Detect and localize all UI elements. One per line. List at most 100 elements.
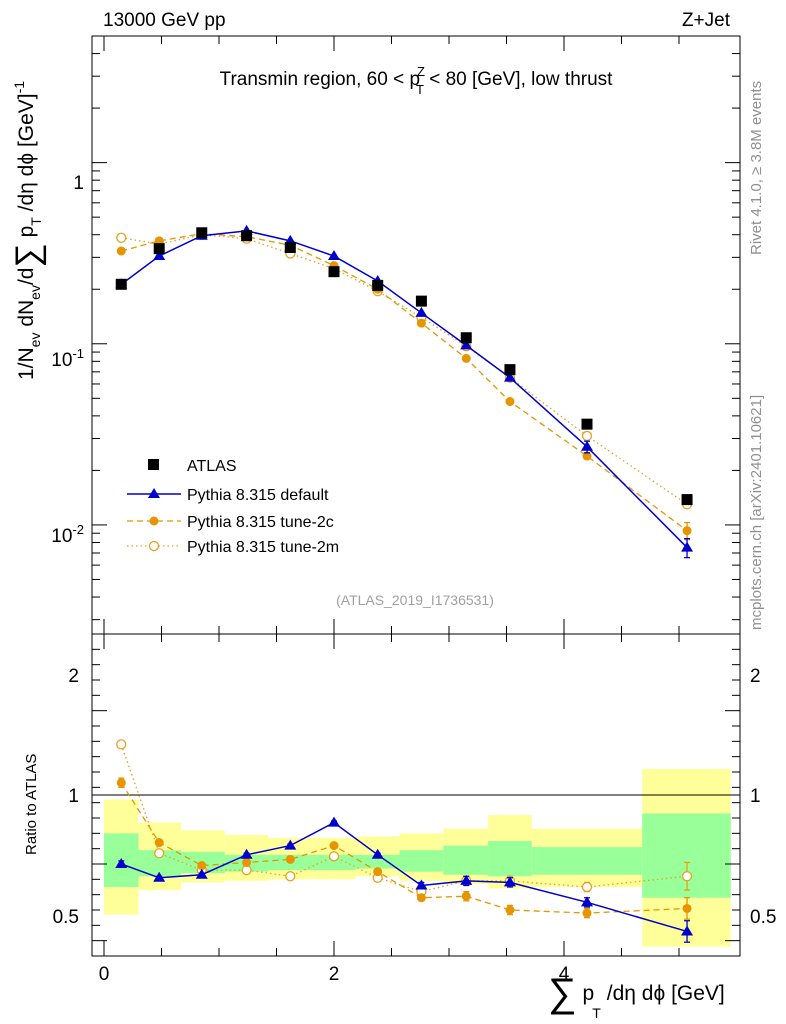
ratio-tune2c-point xyxy=(373,867,383,877)
legend: ATLAS Pythia 8.315 default Pythia 8.315 … xyxy=(127,458,339,556)
ratio-tune2m-point xyxy=(241,864,252,876)
ratio-tune2c-point xyxy=(461,891,471,901)
analysis-watermark: (ATLAS_2019_I1736531) xyxy=(336,592,494,608)
ratio-ytick-label-2: 2 xyxy=(68,666,79,687)
ratio-tune2c-point xyxy=(242,857,252,867)
ratio-default-point xyxy=(681,925,694,936)
ratio-default-point xyxy=(153,871,166,882)
main-default-point xyxy=(415,306,428,317)
ratio-default-point xyxy=(240,848,253,859)
ratio-tune2c-point xyxy=(416,893,426,903)
main-default-point xyxy=(153,250,166,261)
main-tune2c-point xyxy=(682,526,692,536)
main-atlas-point xyxy=(115,278,127,290)
side-label-bottom: mcplots.cern.ch [arXiv:2401.10621] xyxy=(748,395,765,630)
ratio-tune2c-point xyxy=(116,778,126,788)
main-series-group xyxy=(115,224,694,559)
main-default-point xyxy=(581,440,593,451)
ratio-tune2m-point xyxy=(581,881,593,893)
ratio-band-green xyxy=(531,847,643,875)
main-atlas-point xyxy=(328,266,340,278)
main-tune2c-point xyxy=(505,397,515,407)
ytick-label-1e-1: 10-1 xyxy=(51,346,84,371)
ratio-ytick-right-label-0-5: 0.5 xyxy=(750,907,776,928)
main-default-line xyxy=(120,230,688,549)
ratio-ytick-label-0-5: 0.5 xyxy=(53,907,79,928)
main-tune2m-point xyxy=(581,430,593,442)
ratio-ytick-right-label-2: 2 xyxy=(750,666,761,687)
ratio-tune2c-point xyxy=(505,905,515,915)
main-atlas-point xyxy=(504,364,516,376)
ratio-default-line xyxy=(120,821,688,933)
ratio-tune2c-point xyxy=(682,903,692,913)
ratio-tune2c-point xyxy=(154,838,164,848)
main-tune2m-point xyxy=(116,232,127,243)
legend-label-tune2c: Pythia 8.315 tune-2c xyxy=(187,514,334,531)
ratio-default-point xyxy=(284,839,297,850)
legend-marker-tune2c xyxy=(149,516,159,526)
ratio-panel: 2 1 0.5 2 1 0.5 Ratio to ATLAS 0 2 4 ∑ p T… xyxy=(23,633,776,1021)
main-tune2c-point xyxy=(116,246,126,256)
ratio-tune2m-line xyxy=(120,744,688,893)
main-atlas-point xyxy=(153,243,165,255)
ratio-band-green xyxy=(399,850,444,872)
main-atlas-point xyxy=(196,227,208,239)
main-ylabel: 1/Nev dNev/d∑ pT /dη dϕ [GeV]-1 xyxy=(9,81,47,380)
main-tune2c-point xyxy=(461,353,471,363)
ratio-band-green xyxy=(312,854,356,871)
main-atlas-point xyxy=(460,332,472,344)
ratio-default-point xyxy=(115,858,128,868)
main-default-point xyxy=(328,250,340,261)
legend-label-tune2m: Pythia 8.315 tune-2m xyxy=(187,539,339,556)
xlabel: ∑ p T/dη dϕ [GeV] xyxy=(548,971,725,1021)
ratio-series-group xyxy=(115,739,694,943)
ratio-tune2c-point xyxy=(329,841,339,851)
main-tune2c-point xyxy=(416,318,426,328)
xtick-label-0: 0 xyxy=(99,964,110,985)
legend-label-default: Pythia 8.315 default xyxy=(187,487,329,504)
ratio-default-point xyxy=(371,848,384,859)
ratio-ytick-right-label-1: 1 xyxy=(750,786,761,807)
main-atlas-point xyxy=(415,295,427,307)
ratio-ylabel: Ratio to ATLAS xyxy=(23,754,40,855)
ratio-tune2m-point xyxy=(681,871,693,882)
main-tune2c-point xyxy=(154,236,164,246)
ytick-label-1e-2: 10-2 xyxy=(51,522,84,547)
ratio-tune2m-point xyxy=(328,851,340,862)
main-atlas-point xyxy=(284,241,296,253)
xtick-label-2: 2 xyxy=(329,964,340,985)
ratio-default-point xyxy=(328,816,340,827)
main-tune2c-point xyxy=(582,451,592,461)
main-tune2c-line xyxy=(121,233,688,532)
side-label-top: Rivet 4.1.0, ≥ 3.8M events xyxy=(748,81,765,255)
ratio-default-point xyxy=(581,896,593,907)
main-atlas-point xyxy=(372,279,384,291)
ytick-label-1: 1 xyxy=(73,173,84,194)
main-panel: Transmin region, 60 < pZ T < 80 [GeV], lo… xyxy=(9,35,741,635)
ratio-default-point xyxy=(415,879,428,890)
legend-marker-default xyxy=(148,488,160,498)
legend-marker-tune2m xyxy=(148,540,160,552)
main-title: Transmin region, 60 < pZ T < 80 [GeV], lo… xyxy=(220,64,614,97)
ratio-tune2c-point xyxy=(582,908,592,918)
ratio-tune2m-point xyxy=(154,848,165,859)
main-atlas-point xyxy=(581,418,593,430)
legend-marker-atlas xyxy=(148,459,159,470)
ratio-tune2c-line xyxy=(120,782,688,914)
ratio-axis-ticks xyxy=(92,634,740,956)
ratio-frame xyxy=(91,633,741,957)
ratio-tune2m-point xyxy=(116,739,127,750)
ratio-tune2c-point xyxy=(285,854,295,864)
main-default-point xyxy=(681,541,694,552)
legend-label-atlas: ATLAS xyxy=(187,458,237,475)
ratio-band-green xyxy=(488,841,532,877)
main-atlas-point xyxy=(681,494,693,506)
header-left: 13000 GeV pp xyxy=(103,10,226,31)
ratio-tune2c-point xyxy=(197,861,207,871)
xtick-label-4: 4 xyxy=(559,964,570,985)
main-axis-ticks xyxy=(92,35,740,634)
ratio-ytick-label-1: 1 xyxy=(68,786,79,807)
ratio-default-point xyxy=(195,868,208,879)
header-right: Z+Jet xyxy=(682,10,731,31)
